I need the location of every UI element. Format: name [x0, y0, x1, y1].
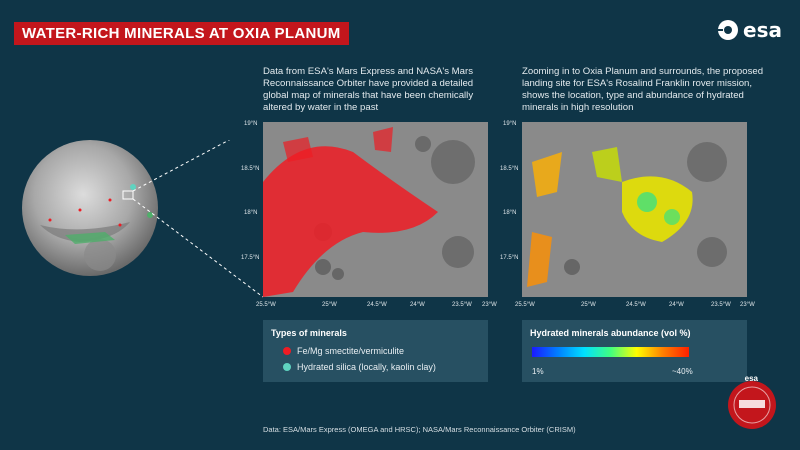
- abundance-legend: Hydrated minerals abundance (vol %) 1% ~…: [522, 320, 747, 382]
- right-description: Zooming in to Oxia Planum and surrounds,…: [522, 66, 764, 113]
- tick-label: 23.5°W: [452, 302, 472, 308]
- scale-max-label: ~40%: [672, 367, 693, 376]
- cyan-dot-icon: [283, 363, 291, 371]
- left-description: Data from ESA's Mars Express and NASA's …: [263, 66, 474, 113]
- legend-item: Hydrated silica (locally, kaolin clay): [283, 362, 436, 372]
- legend-title: Hydrated minerals abundance (vol %): [530, 328, 691, 338]
- tick-label: 24°W: [669, 302, 684, 308]
- legend-item-label: Hydrated silica (locally, kaolin clay): [297, 362, 436, 372]
- tick-label: 18.5°N: [500, 166, 519, 172]
- mineral-types-legend: Types of minerals Fe/Mg smectite/vermicu…: [263, 320, 488, 382]
- badge-esa-text: esa: [744, 374, 758, 383]
- tick-label: 25°W: [581, 302, 596, 308]
- abundance-map: [522, 122, 747, 297]
- legend-item: Fe/Mg smectite/vermiculite: [283, 346, 404, 356]
- tick-label: 17.5°N: [241, 255, 260, 261]
- legend-item-label: Fe/Mg smectite/vermiculite: [297, 346, 405, 356]
- page-title: WATER-RICH MINERALS AT OXIA PLANUM: [14, 22, 349, 45]
- tick-label: 23°W: [740, 302, 755, 308]
- abundance-color-scale: [532, 347, 689, 357]
- red-dot-icon: [283, 347, 291, 355]
- tick-label: 24.5°W: [626, 302, 646, 308]
- tick-label: 25.5°W: [515, 302, 535, 308]
- tick-label: 19°N: [244, 121, 258, 127]
- mars-express-badge-icon: [728, 381, 776, 429]
- tick-label: 25.5°W: [256, 302, 276, 308]
- esa-logo-text: esa: [743, 18, 782, 42]
- tick-label: 23°W: [482, 302, 497, 308]
- legend-title: Types of minerals: [271, 328, 347, 338]
- esa-logo-icon: [717, 20, 739, 40]
- tick-label: 23.5°W: [711, 302, 731, 308]
- tick-label: 17.5°N: [500, 255, 519, 261]
- mineral-type-map: [263, 122, 488, 297]
- zoom-box: [122, 190, 134, 200]
- tick-label: 24°W: [410, 302, 425, 308]
- mars-globe: [22, 140, 264, 298]
- tick-label: 18.5°N: [241, 166, 260, 172]
- data-credit: Data: ESA/Mars Express (OMEGA and HRSC);…: [263, 425, 576, 434]
- tick-label: 24.5°W: [367, 302, 387, 308]
- esa-logo: esa: [717, 18, 782, 42]
- tick-label: 18°N: [503, 210, 517, 216]
- scale-min-label: 1%: [532, 367, 544, 376]
- tick-label: 19°N: [503, 121, 517, 127]
- tick-label: 25°W: [322, 302, 337, 308]
- tick-label: 18°N: [244, 210, 258, 216]
